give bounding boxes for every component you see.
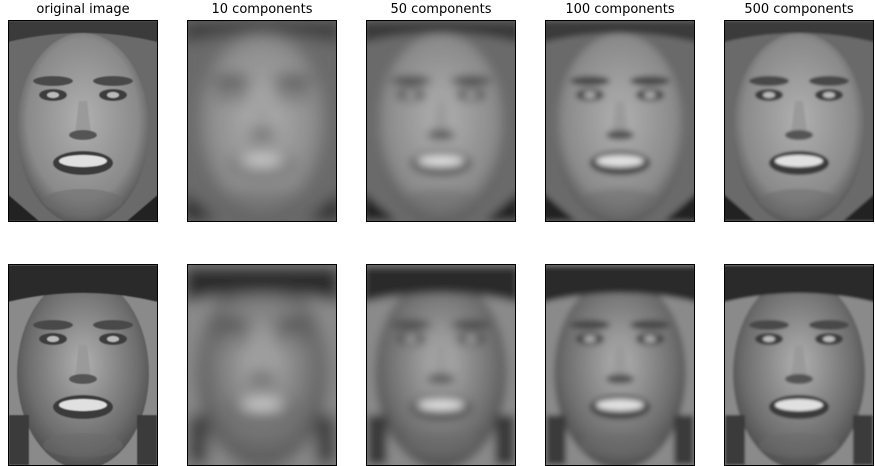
face-image-row1-col4 (545, 20, 695, 222)
face-image-row1-col3 (366, 20, 516, 222)
column-title-original: original image (36, 2, 130, 17)
face-image-row2-col1 (8, 264, 158, 466)
man-with-cap-face (367, 265, 515, 465)
face-image-row1-col5 (724, 20, 874, 222)
man-with-cap-face (725, 265, 873, 465)
column-title-50-components: 50 components (390, 2, 492, 17)
column-title-500-components: 500 components (744, 2, 854, 17)
face-image-row2-col5 (724, 264, 874, 466)
smiling-man-face (725, 21, 873, 221)
face-image-row2-col3 (366, 264, 516, 466)
face-image-row2-col4 (545, 264, 695, 466)
column-title-10-components: 10 components (211, 2, 313, 17)
man-with-cap-face (9, 265, 157, 465)
smiling-man-face (188, 21, 336, 221)
face-image-row1-col2 (187, 20, 337, 222)
smiling-man-face (367, 21, 515, 221)
man-with-cap-face (188, 265, 336, 465)
face-image-row2-col2 (187, 264, 337, 466)
smiling-man-face (9, 21, 157, 221)
smiling-man-face (546, 21, 694, 221)
column-title-100-components: 100 components (565, 2, 675, 17)
man-with-cap-face (546, 265, 694, 465)
face-image-row1-col1 (8, 20, 158, 222)
